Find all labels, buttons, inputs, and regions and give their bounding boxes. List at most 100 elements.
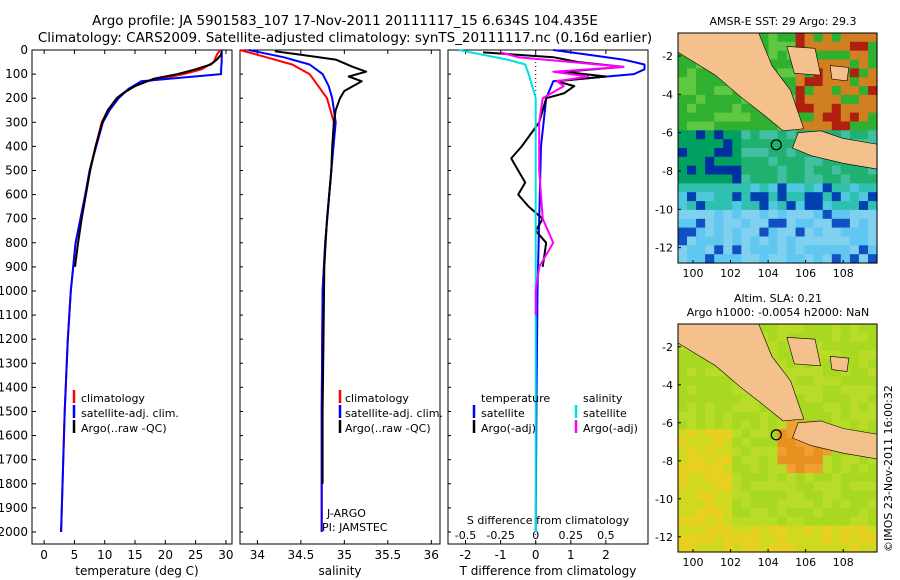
heatmap-cell <box>868 411 878 422</box>
heatmap-cell <box>804 41 815 52</box>
heatmap-cell <box>687 367 697 378</box>
heatmap-cell <box>696 473 706 483</box>
heatmap-cell <box>768 174 779 184</box>
heatmap-cell <box>849 245 860 255</box>
heatmap-cell <box>813 236 824 246</box>
heatmap-cell <box>795 174 806 184</box>
land-sumatra <box>677 32 805 132</box>
heatmap-cell <box>741 534 751 544</box>
heatmap-cell <box>786 130 797 140</box>
heatmap-cell <box>741 543 751 553</box>
heatmap-cell <box>804 183 815 193</box>
heatmap-cell <box>714 245 724 255</box>
heatmap-cell <box>705 86 715 96</box>
heatmap-cell <box>849 411 860 422</box>
lon-tick-label: 106 <box>795 556 816 569</box>
heatmap-cell <box>768 33 779 43</box>
land-belitung <box>829 355 850 372</box>
heatmap-cell <box>732 438 742 448</box>
heatmap-cell <box>849 332 860 343</box>
heatmap-cell <box>678 59 688 69</box>
argo-location-marker <box>770 139 782 151</box>
heatmap-cell <box>822 218 833 229</box>
sst-land <box>677 32 878 170</box>
heatmap-cell <box>768 236 779 246</box>
heatmap-cell <box>714 499 724 509</box>
heatmap-cell <box>705 77 715 87</box>
heatmap-cell <box>858 68 869 78</box>
heatmap-cell <box>813 41 824 52</box>
heatmap-cell <box>858 411 869 422</box>
heatmap-cell <box>750 516 760 527</box>
difference-xlabel: T difference from climatology <box>459 564 637 578</box>
heatmap-cell <box>777 201 788 211</box>
heatmap-cell <box>831 402 842 413</box>
heatmap-cell <box>786 359 797 369</box>
heatmap-cell <box>840 499 851 509</box>
heatmap-cell <box>822 94 833 105</box>
heatmap-cell <box>759 148 769 158</box>
heatmap-cell <box>705 183 715 193</box>
heatmap-cell <box>678 367 688 378</box>
heatmap-cell <box>687 394 697 404</box>
heatmap-cell <box>732 525 742 536</box>
heatmap-cell <box>768 209 779 220</box>
heatmap-cell <box>777 174 788 184</box>
heatmap-cell <box>786 516 797 527</box>
heatmap-cell <box>868 367 878 378</box>
heatmap-cell <box>868 341 878 351</box>
legend-label-argo: Argo(..raw -QC) <box>81 422 167 435</box>
heatmap-cell <box>858 534 869 544</box>
heatmap-cell <box>813 508 824 518</box>
heatmap-cell <box>795 254 806 264</box>
heatmap-cell <box>840 77 851 87</box>
heatmap-cell <box>831 499 842 509</box>
heatmap-cell <box>795 438 806 448</box>
heatmap-cell <box>804 525 815 536</box>
heatmap-cell <box>723 192 733 202</box>
y-tick-label: 2000 <box>0 525 28 539</box>
x-tick-label: -1 <box>495 548 507 562</box>
heatmap-cell <box>732 411 742 422</box>
heatmap-cell <box>705 174 715 184</box>
heatmap-cell <box>831 341 842 351</box>
heatmap-cell <box>777 525 788 536</box>
heatmap-cell <box>741 183 751 193</box>
heatmap-cell <box>741 438 751 448</box>
heatmap-cell <box>858 516 869 527</box>
heatmap-cell <box>831 411 842 422</box>
heatmap-cell <box>687 183 697 193</box>
heatmap-cell <box>804 103 815 114</box>
x-tick-label: 5 <box>71 548 79 562</box>
heatmap-cell <box>723 86 733 96</box>
heatmap-cell <box>678 94 688 105</box>
heatmap-cell <box>831 33 842 43</box>
series-line-satellite-adj-clim- <box>60 50 223 533</box>
heatmap-cell <box>759 165 769 176</box>
heatmap-cell <box>849 534 860 544</box>
heatmap-cell <box>813 245 824 255</box>
heatmap-cell <box>723 402 733 413</box>
heatmap-cell <box>858 385 869 395</box>
heatmap-cell <box>795 86 806 96</box>
heatmap-cell <box>804 534 815 544</box>
heatmap-cell <box>714 254 724 264</box>
sst-map-axes: 100 102 104 106 108 -2 -4 -6 -8 -10 -12 <box>655 50 854 280</box>
heatmap-cell <box>858 455 869 465</box>
heatmap-cell <box>804 411 815 422</box>
heatmap-cell <box>813 50 824 61</box>
heatmap-cell <box>714 174 724 184</box>
heatmap-cell <box>831 174 842 184</box>
heatmap-cell <box>705 481 715 492</box>
heatmap-cell <box>687 376 697 386</box>
heatmap-cell <box>777 236 788 246</box>
heatmap-cell <box>804 121 815 131</box>
heatmap-cell <box>714 490 724 500</box>
difference-panel: -2 -1 0 1 2 -0.5 -0.25 0 0.25 0.5 T difference f… <box>447 49 649 578</box>
heatmap-cell <box>804 227 815 237</box>
heatmap-cell <box>768 508 779 518</box>
lat-tick-label: -8 <box>662 165 673 178</box>
heatmap-cell <box>840 201 851 211</box>
lon-tick-label: 108 <box>833 267 854 280</box>
heatmap-cell <box>732 192 742 202</box>
